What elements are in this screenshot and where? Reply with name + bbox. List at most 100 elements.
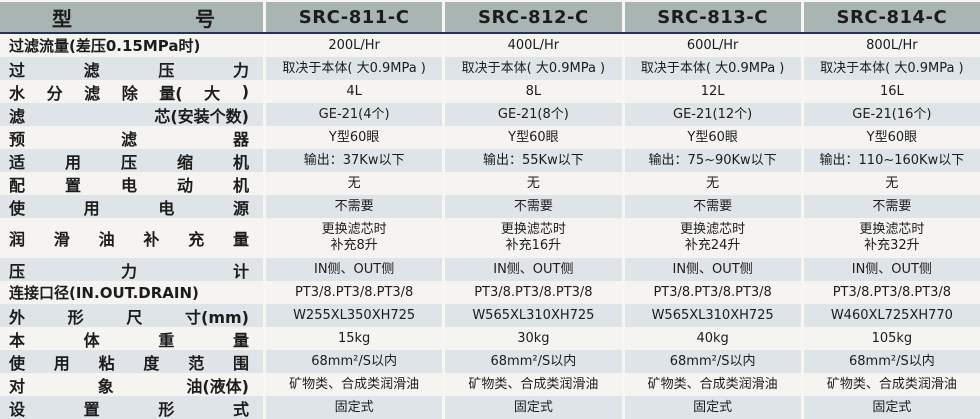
spec-value: PT3/8.PT3/8.PT3/8 <box>445 281 622 304</box>
spec-value: 40kg <box>624 327 801 350</box>
label-part: 电 <box>158 198 175 218</box>
label-part: 体 <box>83 330 100 350</box>
label-part: 本 <box>9 330 26 350</box>
spec-value: 输出：110~160Kw以下 <box>803 149 980 172</box>
spec-value: 取决于本体( 大0.9MPa ) <box>266 57 443 80</box>
spec-value: 105kg <box>803 327 980 350</box>
spec-value: 取决于本体( 大0.9MPa ) <box>445 57 622 80</box>
spec-value: 更换滤芯时 补充16升 <box>445 218 622 258</box>
motor-row: 配置电动机 无 无 无 无 <box>0 172 980 195</box>
label-part: 除 <box>121 83 138 103</box>
label-part: 量( <box>159 83 183 103</box>
row-label: 滤 芯(安装个数) <box>0 103 263 126</box>
label-part: 尺 <box>126 307 143 327</box>
label-part: 力 <box>232 60 249 80</box>
power-supply-row: 使 用 电 源 不需要 不需要 不需要 不需要 <box>0 195 980 218</box>
label-part: 设 <box>9 399 26 419</box>
label-part: 动 <box>176 175 193 195</box>
label-part: 预 <box>9 129 26 149</box>
header-divider-line <box>0 32 980 34</box>
row-label: 适用压缩机 <box>0 149 263 172</box>
spec-value: 8L <box>445 80 622 103</box>
label-part: 寸(mm) <box>185 307 249 327</box>
spec-value: PT3/8.PT3/8.PT3/8 <box>803 281 980 304</box>
row-label: 设置形式 <box>0 396 263 419</box>
label-part: 适 <box>9 152 26 172</box>
label-part: 外 <box>9 307 26 327</box>
spec-value: 68mm²/S以内 <box>803 350 980 373</box>
label-part: 滤 <box>9 106 26 126</box>
spec-value: 不需要 <box>266 195 443 218</box>
filter-flow-row: 过滤流量(差压0.15MPa时) 200L/Hr 400L/Hr 600L/Hr… <box>0 34 980 57</box>
pre-filter-row: 预 滤 器 Y型60眼 Y型60眼 Y型60眼 Y型60眼 <box>0 126 980 149</box>
spec-value: W565XL310XH725 <box>445 304 622 327</box>
spec-value: 更换滤芯时 补充32升 <box>803 218 980 258</box>
label-part: 油(液体) <box>186 376 249 396</box>
label-part: 形 <box>158 399 175 419</box>
label-part: 象 <box>97 376 114 396</box>
spec-value: 不需要 <box>445 195 622 218</box>
pressure-gauge-row: 压 力 计 IN侧、OUT侧 IN侧、OUT侧 IN侧、OUT侧 IN侧、OUT侧 <box>0 258 980 281</box>
spec-value: W460XL725XH770 <box>803 304 980 327</box>
spec-value: 30kg <box>445 327 622 350</box>
spec-value: 无 <box>624 172 801 195</box>
column-header-src-814-c: SRC-814-C <box>803 0 980 32</box>
spec-value: 矿物类、合成类润滑油 <box>266 373 443 396</box>
spec-value: 不需要 <box>803 195 980 218</box>
label-part: 压 <box>158 60 175 80</box>
spec-value: IN侧、OUT侧 <box>803 258 980 281</box>
spec-value: 4L <box>266 80 443 103</box>
spec-value: 矿物类、合成类润滑油 <box>624 373 801 396</box>
label-part: 使 <box>9 353 26 373</box>
label-part: 范 <box>188 353 205 373</box>
label-part: 粘 <box>98 353 115 373</box>
model-header-label: 型号 <box>0 0 263 32</box>
label-part: 器 <box>232 129 249 149</box>
row-label: 本体重量 <box>0 327 263 350</box>
label-part: ) <box>241 82 249 101</box>
label-part: 使 <box>9 198 26 218</box>
spec-value: IN侧、OUT侧 <box>624 258 801 281</box>
row-label: 预滤器 <box>0 126 263 149</box>
row-label: 配置电动机 <box>0 172 263 195</box>
label-part: 滤 <box>120 129 137 149</box>
spec-value: Y型60眼 <box>624 126 801 149</box>
column-header-src-812-c: SRC-812-C <box>445 0 622 32</box>
label-part: 机 <box>232 175 249 195</box>
spec-value: 固定式 <box>803 396 980 419</box>
label-part: 量 <box>232 230 249 249</box>
spec-value: 取决于本体( 大0.9MPa ) <box>624 57 801 80</box>
dimensions-row: 外 形 尺 寸(mm) W255XL350XH725 W565XL310XH725 W… <box>0 304 980 327</box>
spec-value: 12L <box>624 80 801 103</box>
column-header-src-811-c: SRC-811-C <box>266 0 443 32</box>
spec-value: 800L/Hr <box>803 34 980 57</box>
spec-value: 68mm²/S以内 <box>445 350 622 373</box>
label-part: 电 <box>120 175 137 195</box>
spec-value: 200L/Hr <box>266 34 443 57</box>
spec-value: 输出：55Kw以下 <box>445 149 622 172</box>
label-part: 压 <box>120 152 137 172</box>
spec-value: 68mm²/S以内 <box>266 350 443 373</box>
row-label: 过滤流量(差压0.15MPa时) <box>0 34 263 57</box>
label-part: 形 <box>67 307 84 327</box>
spec-value: 68mm²/S以内 <box>624 350 801 373</box>
label-part: 号 <box>195 6 215 31</box>
spec-value: 无 <box>266 172 443 195</box>
spec-value: PT3/8.PT3/8.PT3/8 <box>624 281 801 304</box>
installation-type-row: 设 置 形 式 固定式 固定式 固定式 固定式 <box>0 396 980 419</box>
label-part: 对 <box>9 376 26 396</box>
spec-value: 600L/Hr <box>624 34 801 57</box>
label-part: 油 <box>98 230 115 249</box>
spec-value: GE-21(4个) <box>266 103 443 126</box>
label-part: 式 <box>232 399 249 419</box>
label-part: 分 <box>46 83 63 103</box>
label-part: 重 <box>158 330 175 350</box>
spec-value: 固定式 <box>624 396 801 419</box>
spec-value: 更换滤芯时 补充8升 <box>266 218 443 258</box>
spec-value: 矿物类、合成类润滑油 <box>803 373 980 396</box>
row-label: 外 形 尺 寸(mm) <box>0 304 263 327</box>
label-part: 用 <box>83 198 100 218</box>
body-weight-row: 本 体 重 量 15kg 30kg 40kg 105kg <box>0 327 980 350</box>
label-part: 充 <box>188 230 205 249</box>
spec-value: GE-21(16个) <box>803 103 980 126</box>
